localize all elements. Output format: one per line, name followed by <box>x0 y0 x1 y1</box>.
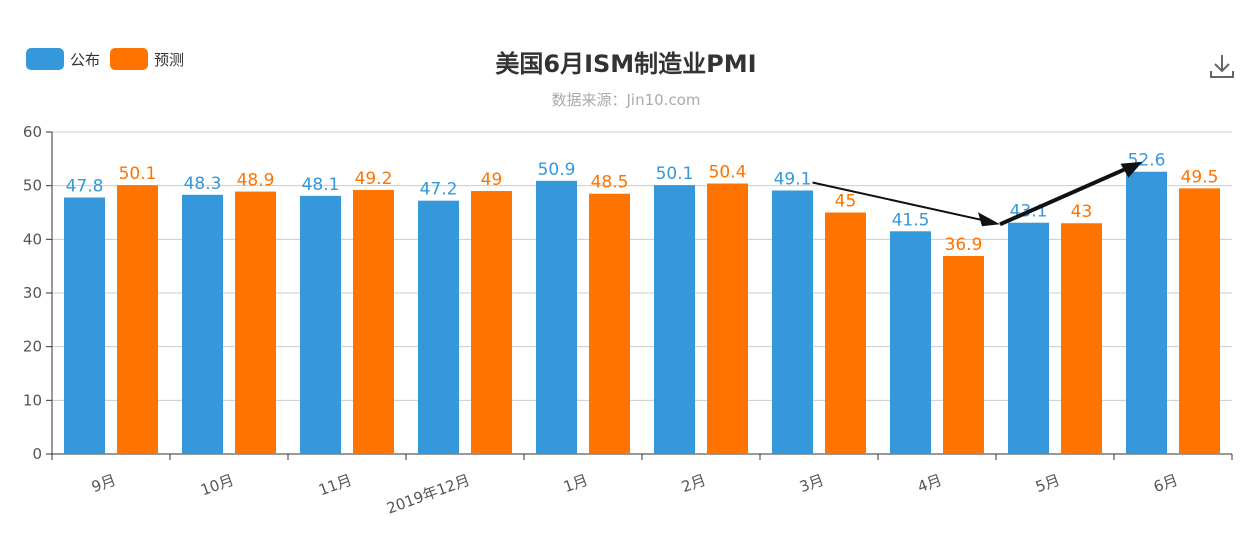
data-label: 49 <box>481 170 503 190</box>
bar <box>64 197 105 454</box>
trend-arrow-line <box>812 181 989 223</box>
x-tick-label: 6月 <box>1151 471 1180 496</box>
x-tick-label: 11月 <box>316 471 354 500</box>
bar <box>654 185 695 454</box>
bar <box>117 185 158 454</box>
bar <box>1179 188 1220 454</box>
x-tick-label: 2月 <box>679 471 708 496</box>
bar <box>825 212 866 454</box>
y-tick-label: 20 <box>23 338 42 356</box>
x-tick-label: 3月 <box>797 471 826 496</box>
y-tick-label: 30 <box>23 284 42 302</box>
download-icon[interactable] <box>1208 52 1236 80</box>
x-axis: 9月 10月 11月 2019年12月 1月 2月 3月 4月 5月 6月 <box>51 454 1233 518</box>
y-tick-label: 50 <box>23 177 42 195</box>
data-label: 48.9 <box>237 171 275 191</box>
data-label: 48.1 <box>302 175 340 195</box>
bar <box>235 191 276 454</box>
chart-title: 美国6月ISM制造业PMI <box>495 50 757 78</box>
legend-item-forecast[interactable]: 预测 <box>110 48 184 70</box>
data-label: 50.1 <box>656 164 694 184</box>
x-tick-label: 5月 <box>1033 471 1062 496</box>
bar <box>1126 171 1167 455</box>
data-label: 36.9 <box>945 235 983 255</box>
data-label: 49.2 <box>355 169 393 189</box>
bar <box>890 231 931 454</box>
data-label: 48.5 <box>591 173 629 193</box>
x-tick-label: 2019年12月 <box>384 471 472 518</box>
data-label: 48.3 <box>184 174 222 194</box>
bar <box>182 194 223 455</box>
bars <box>64 171 1220 455</box>
bar <box>943 255 984 454</box>
chart-subtitle: 数据来源：Jin10.com <box>551 91 701 109</box>
legend: 公布 预测 <box>26 48 184 70</box>
x-tick-label: 4月 <box>915 471 944 496</box>
data-label: 47.8 <box>66 176 104 196</box>
data-label: 50.1 <box>119 164 157 184</box>
bar <box>418 200 459 454</box>
grid-lines <box>52 131 1232 455</box>
x-tick-label: 10月 <box>198 471 236 500</box>
data-label: 43 <box>1071 202 1093 222</box>
x-tick-label: 1月 <box>561 471 590 496</box>
legend-swatch-published <box>26 48 64 70</box>
bar <box>536 180 577 454</box>
y-axis-ticks: 0 10 20 30 40 50 60 <box>23 123 53 463</box>
legend-swatch-forecast <box>110 48 149 70</box>
trend-arrow-line <box>999 165 1130 227</box>
bar <box>1008 222 1049 454</box>
data-label: 50.4 <box>709 163 747 183</box>
bar <box>300 195 341 454</box>
bar <box>707 183 748 454</box>
data-label: 45 <box>835 192 857 212</box>
data-label: 50.9 <box>538 160 576 180</box>
data-label: 47.2 <box>420 180 458 200</box>
y-tick-label: 10 <box>23 391 42 409</box>
data-label: 41.5 <box>892 210 930 230</box>
y-tick-label: 40 <box>23 230 42 248</box>
legend-item-published[interactable]: 公布 <box>26 48 100 70</box>
legend-label-forecast: 预测 <box>154 50 185 69</box>
data-label: 49.1 <box>774 169 812 189</box>
bar <box>589 193 630 454</box>
trend-arrows <box>812 161 1143 227</box>
bar <box>1061 223 1102 454</box>
trend-arrow-head <box>978 212 1000 227</box>
trend-arrow-head <box>1120 161 1143 178</box>
bar <box>772 190 813 454</box>
data-label: 49.5 <box>1181 167 1219 187</box>
bar <box>471 191 512 455</box>
y-tick-label: 60 <box>23 123 42 141</box>
x-tick-label: 9月 <box>89 471 118 496</box>
bar <box>353 189 394 454</box>
legend-label-published: 公布 <box>70 50 101 69</box>
y-tick-label: 0 <box>32 445 42 463</box>
